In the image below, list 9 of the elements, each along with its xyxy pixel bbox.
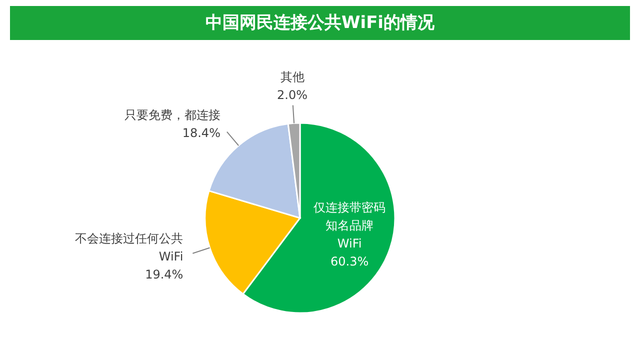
data-label: 2.0% [277, 88, 308, 102]
slice-label: 仅连接带密码知名品牌WiFi [314, 200, 386, 251]
data-label: 19.4% [145, 268, 184, 282]
chart-title: 中国网民连接公共WiFi的情况 [205, 13, 436, 33]
slice-label: 只要免费，都连接 [124, 108, 220, 122]
slice-label: 其他 [280, 70, 304, 84]
data-label: 18.4% [182, 126, 220, 140]
data-label: 60.3% [330, 254, 369, 269]
slice-label: 不会连接过任何公共WiFi [75, 232, 184, 264]
